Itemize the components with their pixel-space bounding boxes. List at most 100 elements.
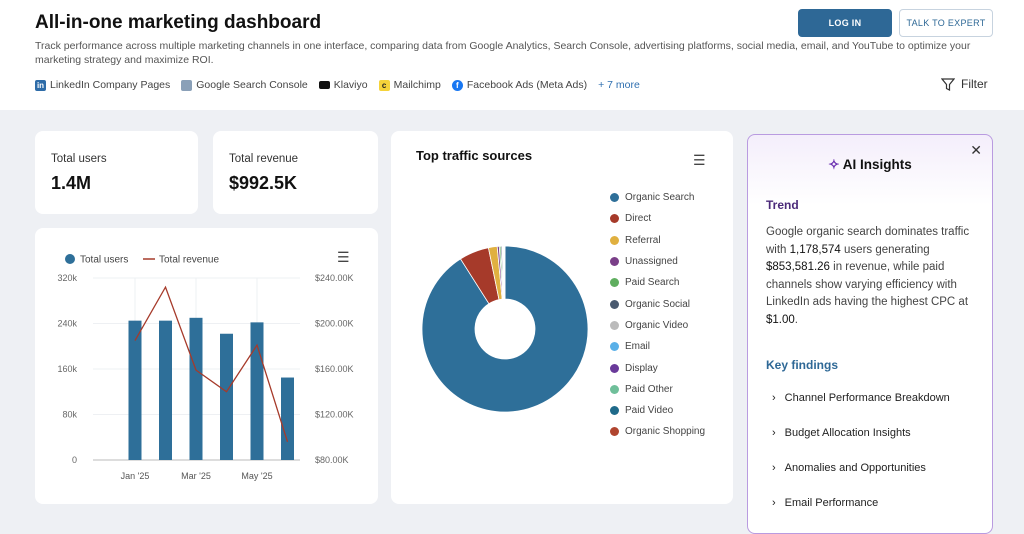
legend-item[interactable]: Organic Video [610,315,705,336]
filter-button[interactable]: Filter [941,77,988,91]
users-revenue-chart: 0 $80.00K 80k $120.00K 160k $160.00K 240k $200.… [35,228,378,504]
legend-label: Display [625,363,658,374]
facebook-icon: f [452,80,463,91]
finding-item[interactable]: ›Email Performance [772,497,878,509]
x-tick: Mar '25 [181,471,211,481]
page-description: Track performance across multiple market… [35,39,975,67]
more-sources-link[interactable]: + 7 more [598,79,640,91]
trend-heading: Trend [766,198,799,212]
chevron-right-icon: › [772,462,776,474]
legend-label: Paid Other [625,384,673,395]
y-right-tick: $200.00K [315,319,354,329]
legend-dot [610,385,619,394]
ai-title: ✧ AI Insights [748,157,992,173]
legend-label: Organic Video [625,320,688,331]
kpi-total-users: Total users 1.4M [35,131,198,214]
legend-dot [610,214,619,223]
source-klaviyo[interactable]: Klaviyo [319,79,368,91]
legend-dot-users [65,254,75,264]
legend-label: Referral [625,235,661,246]
y-left-tick: 80k [62,410,77,420]
chevron-right-icon: › [772,497,776,509]
legend-label: Paid Search [625,277,679,288]
legend-item[interactable]: Organic Shopping [610,421,705,442]
source-facebook[interactable]: f Facebook Ads (Meta Ads) [452,79,587,91]
source-search-console[interactable]: Google Search Console [181,79,308,91]
pie-legend: Organic Search Direct Referral Unassigned Pa… [610,187,705,443]
ai-title-text: AI Insights [843,157,912,172]
chart-menu-icon[interactable]: ☰ [337,250,350,264]
legend-dot [610,427,619,436]
legend-item[interactable]: Paid Video [610,400,705,421]
ai-insights-panel: ✕ ✧ AI Insights Trend Google organic sea… [747,134,993,534]
legend-dot [610,364,619,373]
source-label: Mailchimp [394,79,441,91]
y-right-tick: $80.00K [315,455,349,465]
bar-total-users [129,321,142,460]
page-title: All-in-one marketing dashboard [35,12,321,34]
y-left-tick: 240k [57,319,77,329]
bar-total-users [281,378,294,460]
chart-menu-icon[interactable]: ☰ [693,153,706,167]
finding-item[interactable]: ›Budget Allocation Insights [772,427,911,439]
legend-item[interactable]: Organic Social [610,293,705,314]
legend-dot [610,321,619,330]
kpi-value: 1.4M [51,173,91,194]
legend-item[interactable]: Direct [610,208,705,229]
legend-dot [610,342,619,351]
legend-item[interactable]: Paid Search [610,272,705,293]
legend-dot [610,236,619,245]
bar-total-users [190,318,203,460]
legend-label: Paid Video [625,405,673,416]
legend-item[interactable]: Paid Other [610,379,705,400]
legend-label: Organic Shopping [625,426,705,437]
bar-total-users [220,334,233,460]
legend-label: Organic Social [625,299,690,310]
legend-item[interactable]: Referral [610,230,705,251]
kpi-total-revenue: Total revenue $992.5K [213,131,378,214]
y-left-tick: 0 [72,455,77,465]
mailchimp-icon: c [379,80,390,91]
sparkle-icon: ✧ [828,157,839,172]
legend-dot [610,406,619,415]
legend-dot [610,278,619,287]
chevron-right-icon: › [772,427,776,439]
search-console-icon [181,80,192,91]
y-right-tick: $120.00K [315,410,354,420]
legend-item[interactable]: Unassigned [610,251,705,272]
bar-total-users [251,322,264,460]
source-label: Facebook Ads (Meta Ads) [467,79,587,91]
legend-label: Unassigned [625,256,678,267]
klaviyo-icon [319,81,330,89]
x-tick: Jan '25 [121,471,150,481]
y-left-tick: 160k [57,364,77,374]
source-mailchimp[interactable]: c Mailchimp [379,79,441,91]
finding-item[interactable]: ›Channel Performance Breakdown [772,392,950,404]
y-left-tick: 320k [57,273,77,283]
trend-text: Google organic search dominates traffic … [766,224,981,330]
y-right-tick: $240.00K [315,273,354,283]
legend-item[interactable]: Display [610,357,705,378]
login-button[interactable]: LOG IN [798,9,892,37]
finding-item[interactable]: ›Anomalies and Opportunities [772,462,926,474]
legend-item[interactable]: Email [610,336,705,357]
x-tick: May '25 [241,471,272,481]
kpi-label: Total revenue [229,153,298,165]
users-revenue-chart-card: ☰ 0 $80.00K 80k $120.00K 160k $160.00K 240k $20… [35,228,378,504]
legend-label: Email [625,341,650,352]
kpi-label: Total users [51,153,107,165]
header: All-in-one marketing dashboard Track per… [0,0,1024,110]
legend-label: Direct [625,213,651,224]
kpi-value: $992.5K [229,173,297,194]
bar-total-users [159,321,172,460]
legend-dot [610,257,619,266]
talk-to-expert-button[interactable]: TALK TO EXPERT [899,9,993,37]
legend-item[interactable]: Organic Search [610,187,705,208]
legend-label: Organic Search [625,192,694,203]
y-right-tick: $160.00K [315,364,354,374]
key-findings-heading: Key findings [766,358,838,372]
filter-icon [941,78,955,91]
